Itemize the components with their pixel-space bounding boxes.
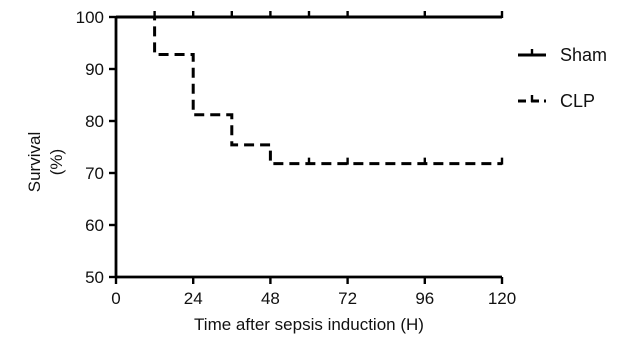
x-tick-label: 120 — [488, 289, 516, 308]
clp-survival-line — [116, 15, 502, 166]
legend-clp-label: CLP — [560, 91, 595, 111]
x-tick-label: 24 — [184, 289, 203, 308]
axes-layer: 50 60 70 80 90 100 0 24 48 72 96 120 — [76, 8, 517, 308]
y-tick-label: 70 — [85, 164, 104, 183]
y-axis-title-line-2: (%) — [47, 149, 66, 175]
y-tick-label: 50 — [85, 268, 104, 287]
series-layer — [116, 11, 504, 166]
y-tick-label: 90 — [85, 60, 104, 79]
y-tick-label: 100 — [76, 8, 104, 27]
x-tick-label: 72 — [338, 289, 357, 308]
legend-sham-label: Sham — [560, 45, 607, 65]
y-axis-title-line-1: Survival — [25, 132, 44, 192]
x-axis-title: Time after sepsis induction (H) — [194, 315, 424, 334]
x-tick-label: 48 — [261, 289, 280, 308]
y-tick-label: 60 — [85, 216, 104, 235]
legend: Sham CLP — [518, 45, 607, 111]
x-tick-label: 96 — [415, 289, 434, 308]
x-tick-label: 0 — [111, 289, 120, 308]
y-tick-label: 80 — [85, 112, 104, 131]
